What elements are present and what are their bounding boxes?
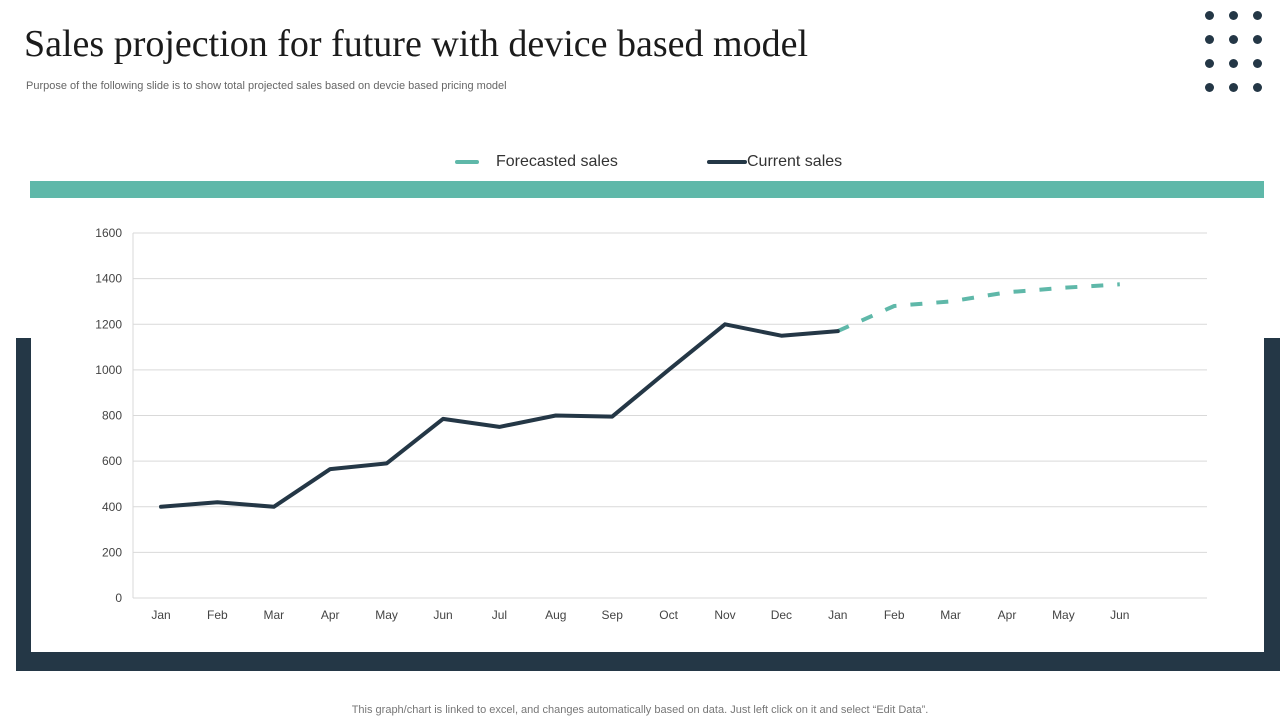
decorative-dot bbox=[1253, 35, 1262, 44]
decorative-dot bbox=[1205, 83, 1214, 92]
page-subtitle: Purpose of the following slide is to sho… bbox=[26, 80, 507, 92]
x-tick-label: Jan bbox=[151, 608, 170, 622]
legend-swatch-dashed bbox=[455, 160, 479, 164]
decorative-dot bbox=[1229, 83, 1238, 92]
x-tick-label: Sep bbox=[602, 608, 624, 622]
y-tick-label: 800 bbox=[102, 409, 122, 423]
decorative-dot bbox=[1229, 35, 1238, 44]
y-tick-label: 200 bbox=[102, 545, 122, 559]
x-tick-label: Jun bbox=[433, 608, 452, 622]
legend-item-forecasted: Forecasted sales bbox=[455, 150, 618, 174]
legend-item-current: Current sales bbox=[707, 150, 842, 174]
decorative-dot-grid bbox=[1203, 6, 1273, 98]
decorative-dot bbox=[1205, 35, 1214, 44]
x-tick-label: Apr bbox=[998, 608, 1017, 622]
y-tick-label: 400 bbox=[102, 500, 122, 514]
series-line-current bbox=[159, 322, 840, 509]
series-line-forecasted bbox=[836, 282, 1120, 333]
decorative-dot bbox=[1253, 11, 1262, 20]
x-tick-label: Feb bbox=[884, 608, 905, 622]
y-tick-label: 1000 bbox=[95, 363, 122, 377]
x-tick-label: Mar bbox=[263, 608, 284, 622]
decorative-dot bbox=[1229, 59, 1238, 68]
x-tick-label: Nov bbox=[714, 608, 735, 622]
x-tick-label: May bbox=[375, 608, 398, 622]
decorative-dot bbox=[1205, 59, 1214, 68]
page-title: Sales projection for future with device … bbox=[24, 23, 809, 65]
frame-left-bar bbox=[16, 338, 31, 671]
frame-right-bar bbox=[1264, 338, 1280, 671]
y-tick-label: 0 bbox=[115, 591, 122, 605]
x-tick-label: Mar bbox=[940, 608, 961, 622]
y-tick-label: 1400 bbox=[95, 272, 122, 286]
x-tick-label: Jul bbox=[492, 608, 507, 622]
x-tick-label: Apr bbox=[321, 608, 340, 622]
line-chart: 0 200 400 600 800 1000 1200 1400 1600 Jan Feb Mar Ap… bbox=[95, 226, 1207, 622]
footer-note: This graph/chart is linked to excel, and… bbox=[351, 704, 929, 716]
decorative-dot bbox=[1229, 11, 1238, 20]
chart-legend: Forecasted sales Current sales bbox=[0, 150, 1280, 174]
legend-swatch-solid bbox=[707, 160, 747, 164]
decorative-dot bbox=[1253, 83, 1262, 92]
x-tick-label: Oct bbox=[659, 608, 678, 622]
x-tick-label: May bbox=[1052, 608, 1075, 622]
legend-label-forecasted: Forecasted sales bbox=[496, 153, 618, 170]
y-tick-label: 600 bbox=[102, 454, 122, 468]
frame-bottom-bar bbox=[16, 652, 1280, 671]
x-tick-label: Aug bbox=[545, 608, 566, 622]
decorative-dot bbox=[1253, 59, 1262, 68]
x-tick-label: Jan bbox=[828, 608, 847, 622]
x-tick-label: Dec bbox=[771, 608, 792, 622]
teal-header-band bbox=[30, 181, 1264, 198]
y-tick-label: 1600 bbox=[95, 226, 122, 240]
legend-label-current: Current sales bbox=[747, 153, 843, 170]
x-tick-label: Jun bbox=[1110, 608, 1129, 622]
x-tick-label: Feb bbox=[207, 608, 228, 622]
decorative-dot bbox=[1205, 11, 1214, 20]
y-tick-label: 1200 bbox=[95, 317, 122, 331]
